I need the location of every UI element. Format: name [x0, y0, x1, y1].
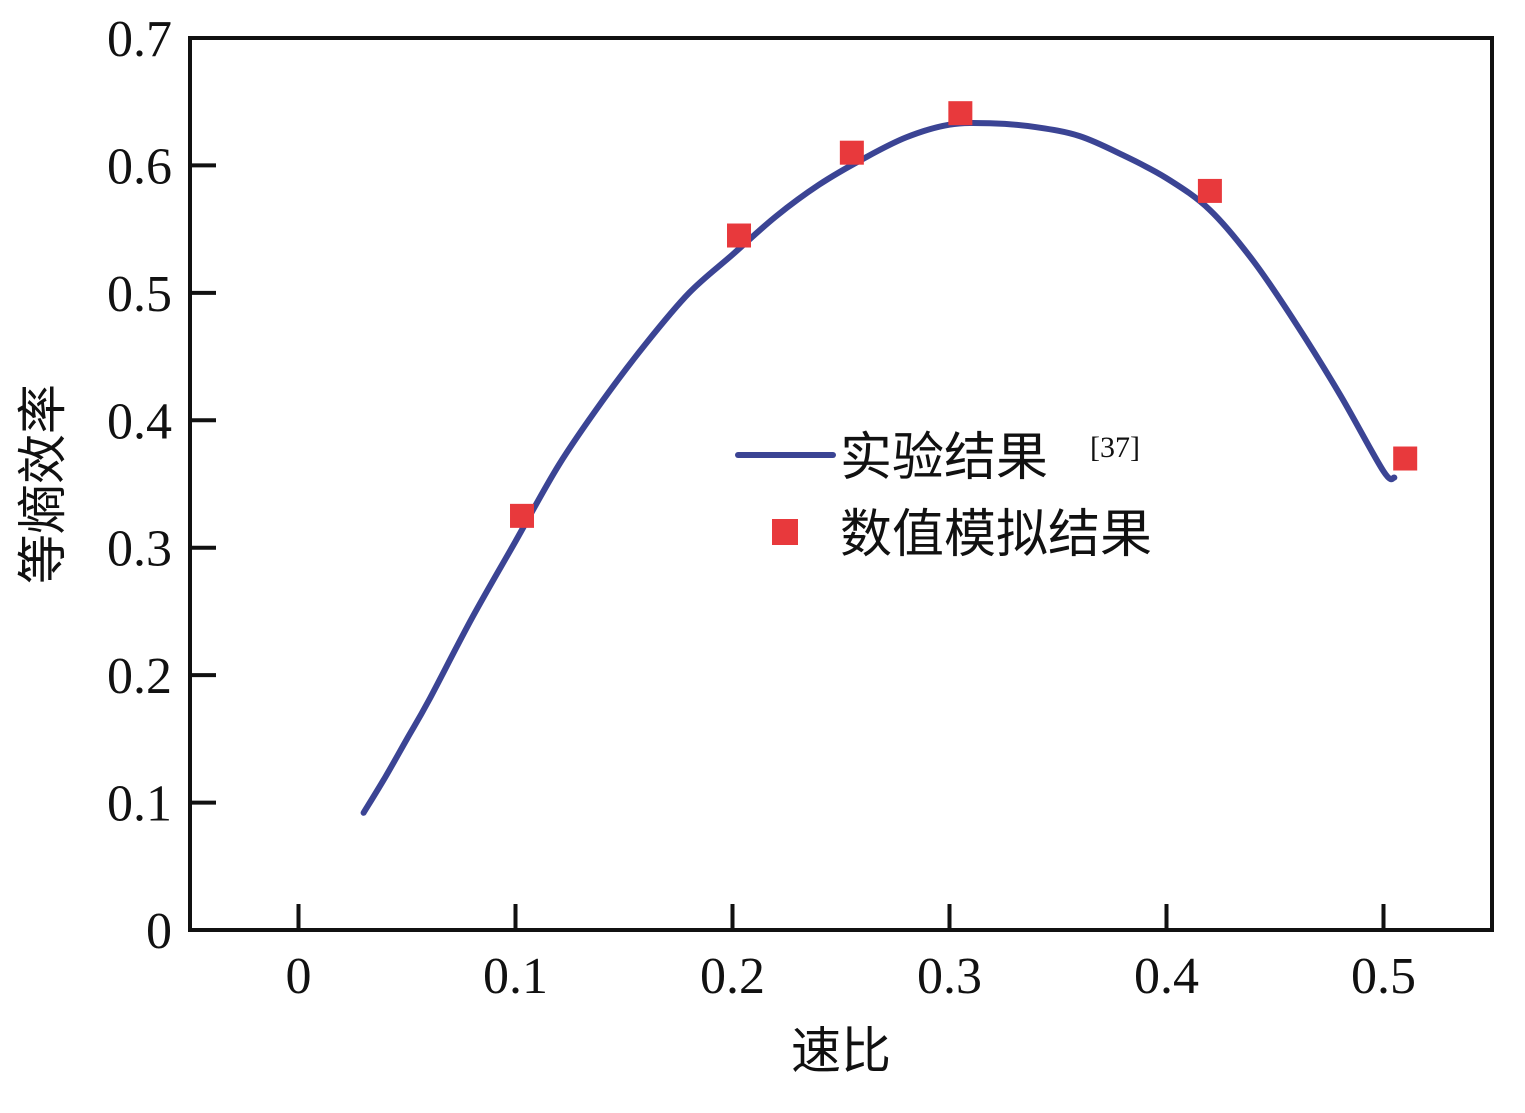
simulation-point [510, 503, 535, 528]
simulation-point [1197, 178, 1222, 203]
legend: 实验结果 [37] 数值模拟结果 [735, 428, 1152, 565]
legend-label-simulation: 数值模拟结果 [840, 505, 1152, 565]
simulation-point [948, 101, 973, 126]
x-tick-label: 0.4 [1134, 948, 1199, 1005]
x-axis-label: 速比 [791, 1022, 891, 1080]
y-tick-label: 0.6 [107, 138, 172, 195]
x-tick-label: 0.2 [700, 948, 765, 1005]
x-tick-label: 0.5 [1351, 948, 1416, 1005]
x-tick-label: 0.3 [917, 948, 982, 1005]
y-tick-label: 0.7 [107, 11, 172, 68]
y-tick-label: 0.5 [107, 266, 172, 323]
legend-label-experimental-ref: [37] [1090, 431, 1140, 464]
y-tick-label: 0.2 [107, 648, 172, 705]
legend-label-experimental: 实验结果 [840, 428, 1048, 488]
y-axis-label: 等熵效率 [14, 384, 72, 584]
legend-square-swatch [772, 519, 798, 545]
simulation-point [1393, 446, 1418, 471]
y-tick-label: 0 [146, 903, 172, 960]
y-tick-label: 0.4 [107, 393, 172, 450]
x-tick-label: 0.1 [483, 948, 548, 1005]
y-tick-label: 0.3 [107, 521, 172, 578]
x-tick-label: 0 [286, 948, 312, 1005]
y-tick-label: 0.1 [107, 776, 172, 833]
simulation-point [727, 223, 752, 248]
plot-frame [188, 36, 1494, 932]
simulation-point [839, 140, 864, 165]
ticks: 0 0.1 0.2 0.3 0.4 0.5 0 0.1 0.2 0.3 0.4 0.5 0.6 0.7 [107, 11, 1416, 1005]
series [360, 101, 1418, 816]
